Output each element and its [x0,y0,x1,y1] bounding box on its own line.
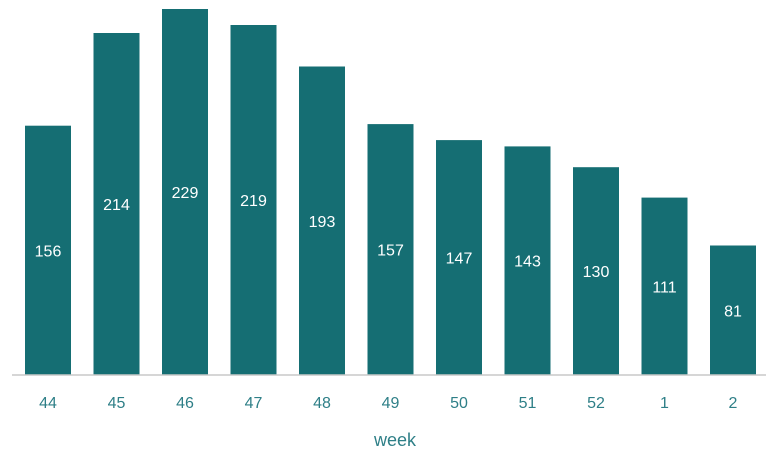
data-label-week-46: 229 [172,185,199,202]
data-label-week-48: 193 [309,214,336,231]
x-tick-label-51: 51 [519,395,537,412]
data-label-week-2: 81 [724,303,742,320]
bar-week-49 [367,124,414,375]
bar-week-2 [710,245,756,375]
x-tick-label-45: 45 [108,395,126,412]
x-tick-label-1: 1 [660,395,669,412]
x-tick-label-52: 52 [587,395,605,412]
data-label-week-47: 219 [240,193,267,210]
data-label-week-1: 111 [652,279,676,296]
data-label-week-49: 157 [377,243,404,260]
x-tick-label-48: 48 [313,395,331,412]
x-tick-label-46: 46 [176,395,194,412]
bar-week-45 [93,33,140,375]
x-tick-label-49: 49 [382,395,400,412]
x-tick-labels: 44 45 46 47 48 49 50 51 52 1 2 [39,395,737,412]
data-label-week-45: 214 [103,197,130,214]
data-label-week-52: 130 [583,264,610,281]
data-label-week-51: 143 [514,254,541,271]
bar-week-50 [436,140,482,375]
x-tick-label-44: 44 [39,395,57,412]
bar-week-46 [162,9,208,375]
data-label-week-44: 156 [35,243,62,260]
x-axis-title: week [373,430,417,450]
x-tick-label-47: 47 [245,395,263,412]
x-tick-label-50: 50 [450,395,468,412]
bar-week-52 [573,167,619,375]
bar-week-44 [25,125,71,375]
bar-week-51 [504,146,551,375]
x-tick-label-2: 2 [729,395,738,412]
bars-group: 156 214 229 219 193 157 147 143 130 111 81 [25,9,756,375]
bar-week-1 [641,197,688,375]
bar-week-48 [299,66,345,375]
bar-week-47 [230,25,277,375]
data-label-week-50: 147 [446,251,473,268]
